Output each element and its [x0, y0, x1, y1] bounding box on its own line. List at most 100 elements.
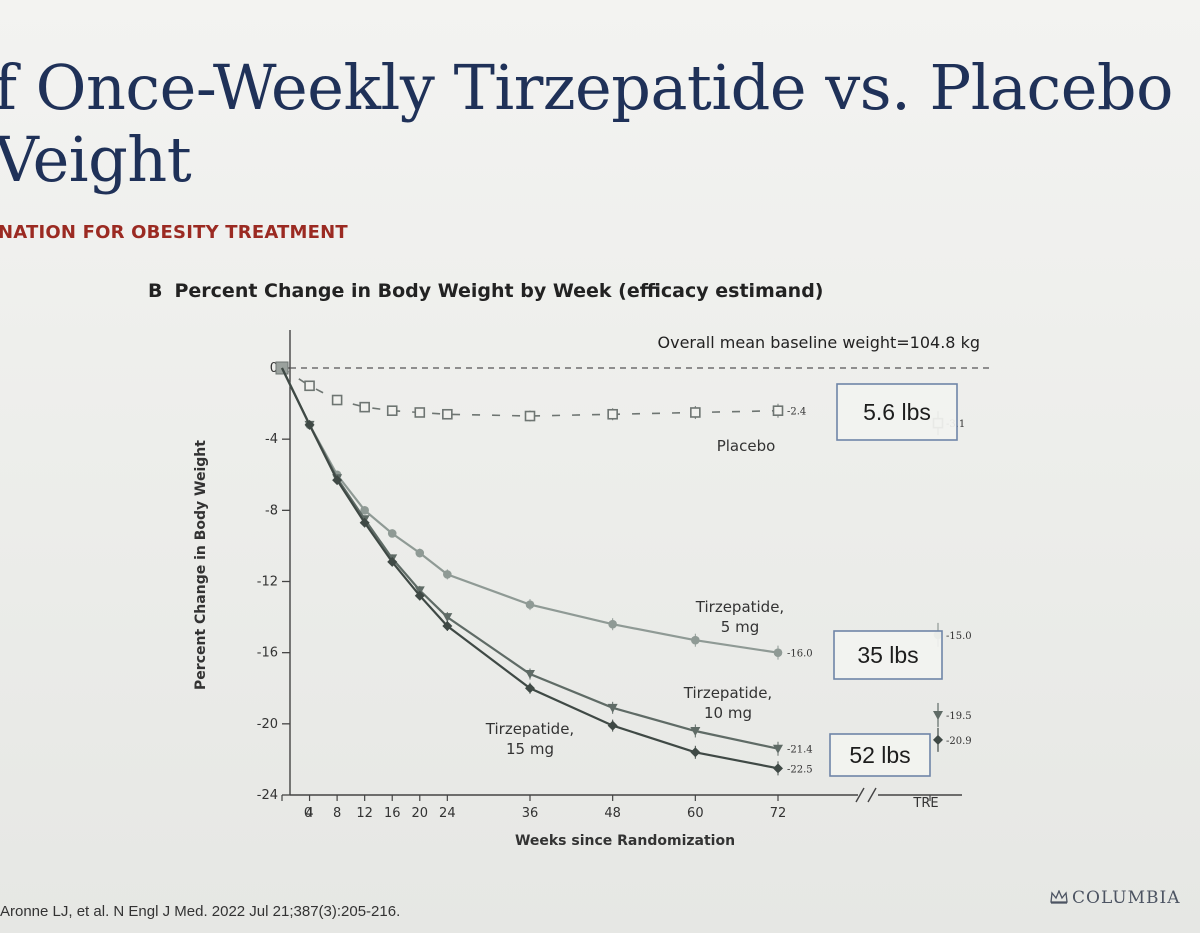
- slide-subtitle: NATION FOR OBESITY TREATMENT: [0, 222, 348, 243]
- data-point-tirzepatide-15-mg-w72: [773, 763, 783, 774]
- data-point-tirzepatide-5-mg-w60: [691, 635, 700, 645]
- logo-text: COLUMBIA: [1072, 888, 1181, 908]
- tre-value-label-tirzepatide-5-mg: -15.0: [946, 631, 972, 642]
- baseline-weight-note: Overall mean baseline weight=104.8 kg: [658, 333, 981, 352]
- series-label-line1-tirzepatide-5-mg: Tirzepatide,: [695, 598, 784, 616]
- data-point-tirzepatide-15-mg-w48: [607, 720, 618, 731]
- x-tick-label-60: 60: [687, 806, 704, 821]
- series-label-placebo: Placebo: [717, 437, 776, 455]
- callout-text-52-lbs: 52 lbs: [849, 742, 910, 768]
- callout-35-lbs: 35 lbs: [833, 630, 943, 680]
- callout-text-35-lbs: 35 lbs: [857, 642, 918, 668]
- y-tick-label-16: -16: [257, 646, 278, 661]
- callout-52-lbs: 52 lbs: [829, 733, 931, 777]
- data-point-placebo-w36: [524, 410, 536, 422]
- y-axis-label: Percent Change in Body Weight: [193, 440, 209, 690]
- data-point-placebo-w4: [304, 380, 315, 392]
- data-point-placebo-w20: [414, 407, 426, 418]
- y-tick-label-24: -24: [257, 788, 278, 803]
- end-value-label-tirzepatide-10-mg: -21.4: [787, 745, 813, 756]
- y-tick-label-12: -12: [257, 575, 278, 590]
- y-tick-label-0: 0: [270, 361, 278, 376]
- series-label-line2-tirzepatide-5-mg: 5 mg: [721, 618, 759, 636]
- data-point-tirzepatide-15-mg-w60: [690, 747, 701, 758]
- series-tirzepatide-15-mg: [281, 367, 943, 776]
- series-label-tirzepatide-5-mg: Tirzepatide, 5 mg: [695, 598, 784, 636]
- data-point-tirzepatide-5-mg-w72: [773, 648, 783, 657]
- data-point-placebo-w16: [386, 405, 398, 417]
- callout-5-6-lbs: 5.6 lbs: [836, 383, 958, 441]
- tre-value-label-tirzepatide-10-mg: -19.5: [946, 711, 972, 722]
- data-point-tirzepatide-5-mg-w24: [443, 570, 452, 579]
- data-point-tirzepatide-15-mg-w12: [359, 517, 370, 528]
- data-point-tirzepatide-10-mg-w72: [773, 744, 783, 754]
- x-axis-label: Weeks since Randomization: [515, 833, 735, 849]
- x-tick-label-16: 16: [384, 806, 401, 821]
- data-point-tirzepatide-15-mg-w4: [304, 419, 315, 430]
- data-point-tirzepatide-15-mg-w24: [442, 620, 453, 631]
- x-tick-label-72: 72: [770, 806, 787, 821]
- series-label-line2-tirzepatide-15-mg: 15 mg: [506, 740, 554, 758]
- data-point-placebo-w48: [607, 408, 618, 420]
- x-tick-label-8: 8: [333, 806, 341, 821]
- slide-title-line-2: Veight: [0, 123, 192, 196]
- data-point-tirzepatide-15-mg-w20: [414, 590, 425, 601]
- crown-icon: [1050, 890, 1068, 904]
- end-value-label-tirzepatide-5-mg: -16.0: [787, 649, 813, 660]
- data-point-tirzepatide-15-mg-w36: [525, 683, 535, 694]
- data-point-tirzepatide-5-mg-w48: [608, 619, 617, 629]
- y-tick-label-8: -8: [265, 503, 278, 518]
- chart-panel-title: B Percent Change in Body Weight by Week (…: [148, 280, 823, 302]
- x-tick-label-12: 12: [356, 806, 373, 821]
- logo: COLUMBIA: [1050, 888, 1181, 908]
- callout-box-35-lbs: [833, 630, 943, 680]
- axis-break-mark: [855, 787, 877, 803]
- y-tick-label-4: -4: [265, 432, 278, 447]
- data-point-placebo-w24: [442, 408, 453, 420]
- x-tick-label-20: 20: [412, 806, 429, 821]
- series-label-line1-tirzepatide-10-mg: Tirzepatide,: [683, 684, 772, 702]
- data-point-tirzepatide-15-mg-w8: [332, 475, 343, 486]
- series-label-line2-tirzepatide-10-mg: 10 mg: [704, 704, 752, 722]
- x-tick-label-4: 4: [305, 806, 313, 821]
- tre-value-label-tirzepatide-15-mg: -20.9: [946, 736, 972, 747]
- data-point-tirzepatide-15-mg-w16: [387, 556, 398, 567]
- data-point-tirzepatide-10-mg-w48: [607, 703, 618, 713]
- panel-letter: B: [148, 280, 163, 302]
- x-tick-label-36: 36: [522, 806, 539, 821]
- y-tick-label-20: -20: [257, 717, 278, 732]
- series-line-placebo: [281, 367, 779, 417]
- citation: Aronne LJ, et al. N Engl J Med. 2022 Jul…: [0, 903, 401, 920]
- tre-point-tirzepatide-10-mg: [933, 710, 943, 720]
- series-label-tirzepatide-10-mg: Tirzepatide, 10 mg: [683, 684, 772, 722]
- series-label-tirzepatide-15-mg: Tirzepatide, 15 mg: [485, 720, 574, 758]
- x-tick-label-0: 0: [304, 806, 312, 821]
- end-value-label-tirzepatide-15-mg: -22.5: [787, 764, 813, 775]
- x-tick-label-48: 48: [604, 806, 621, 821]
- data-point-tirzepatide-5-mg-w12: [360, 506, 369, 515]
- data-point-tirzepatide-10-mg-w60: [690, 726, 701, 736]
- data-point-placebo-w8: [331, 394, 343, 406]
- slide-title-line-1: f Once-Weekly Tirzepatide vs. Placebo: [0, 51, 1173, 124]
- data-point-placebo-w60: [690, 407, 701, 418]
- callout-text-5-6-lbs: 5.6 lbs: [863, 399, 931, 425]
- callout-box-5-6-lbs: [836, 383, 958, 441]
- x-tick-label-24: 24: [439, 806, 456, 821]
- slide-title: f Once-Weekly Tirzepatide vs. Placebo Ve…: [0, 52, 1173, 196]
- end-value-label-placebo: -2.4: [787, 407, 806, 418]
- callout-box-52-lbs: [829, 733, 931, 777]
- data-point-tirzepatide-5-mg-w36: [525, 600, 535, 609]
- data-point-tirzepatide-10-mg-w36: [525, 670, 535, 680]
- data-point-placebo-w12: [359, 401, 370, 413]
- data-point-placebo-w72: [772, 405, 784, 417]
- data-point-tirzepatide-5-mg-w16: [387, 529, 397, 538]
- chart-title: Percent Change in Body Weight by Week (e…: [174, 280, 824, 302]
- series-label-line1-tirzepatide-15-mg: Tirzepatide,: [485, 720, 574, 738]
- x-tick-label-tre: TRE: [912, 796, 938, 811]
- data-point-tirzepatide-5-mg-w20: [415, 548, 425, 558]
- chart-series-layer: [275, 361, 944, 776]
- data-point-tirzepatide-10-mg-w24: [442, 613, 453, 623]
